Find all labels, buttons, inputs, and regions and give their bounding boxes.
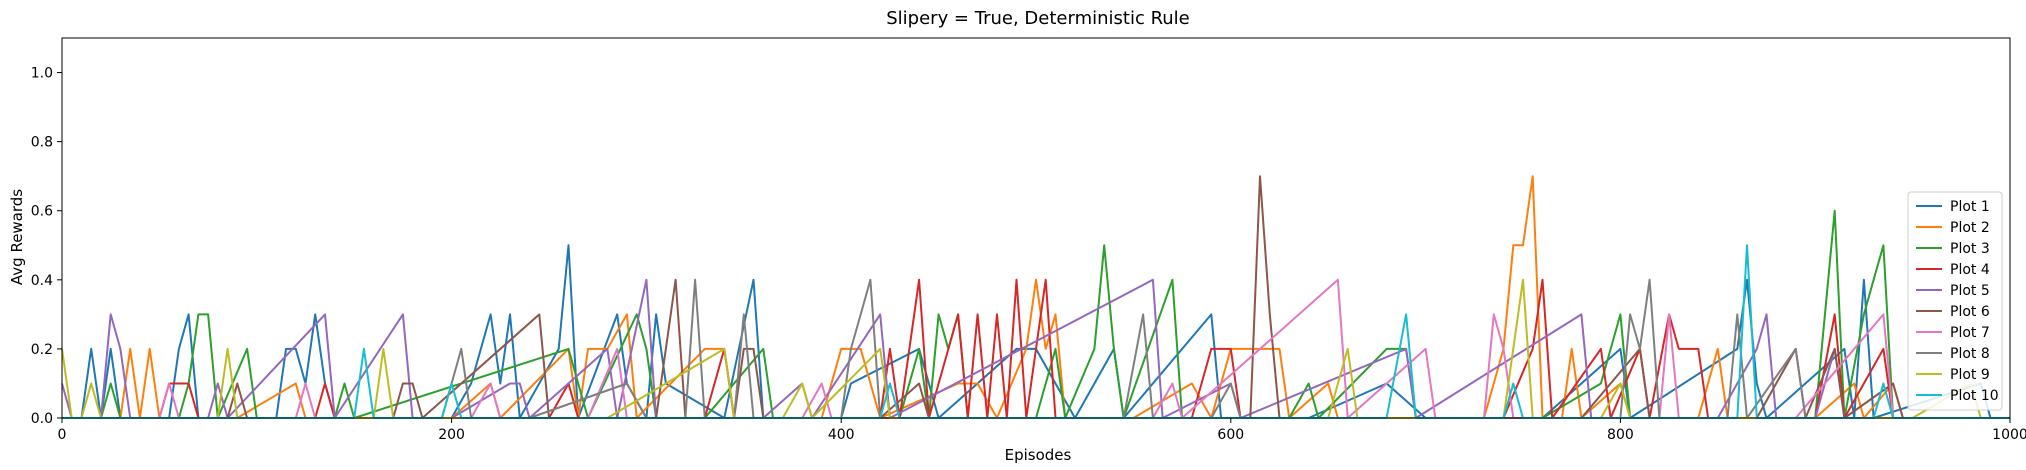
legend-label: Plot 1 (1950, 199, 1990, 215)
x-tick-label: 600 (1217, 427, 1244, 443)
x-tick-label: 200 (438, 427, 465, 443)
y-tick-label: 1.0 (31, 66, 53, 82)
legend-label: Plot 8 (1950, 346, 1990, 362)
y-tick-label: 0.8 (31, 135, 53, 151)
y-axis-label: Avg Rewards (8, 189, 26, 285)
x-tick-label: 800 (1607, 427, 1634, 443)
series-line-1 (62, 244, 2010, 419)
legend-label: Plot 4 (1950, 262, 1990, 278)
legend-label: Plot 7 (1950, 325, 1990, 341)
x-axis-ticks: 0 200 400 600 800 1000 (58, 418, 2026, 443)
legend-label: Plot 6 (1950, 304, 1990, 320)
x-axis-label: Episodes (1005, 446, 1072, 464)
legend-label: Plot 3 (1950, 241, 1990, 257)
legend-box (1907, 191, 2003, 411)
legend-label: Plot 10 (1950, 388, 1999, 404)
x-tick-label: 1000 (1992, 427, 2026, 443)
series-line-4 (62, 278, 2010, 419)
plot-area-frame (61, 37, 2011, 419)
y-tick-label: 0.6 (31, 204, 53, 220)
y-tick-label: 0.4 (31, 273, 53, 289)
y-tick-label: 0.2 (31, 342, 53, 358)
chart-title: Slipery = True, Deterministic Rule (886, 8, 1190, 29)
x-tick-label: 400 (828, 427, 855, 443)
y-axis-ticks: 0.0 0.2 0.4 0.6 0.8 1.0 (31, 66, 62, 427)
legend-label: Plot 5 (1950, 283, 1990, 299)
legend-label: Plot 2 (1950, 220, 1990, 236)
legend-label: Plot 9 (1950, 367, 1990, 383)
legend: Plot 1 Plot 2 Plot 3 Plot 4 Plot 5 Plot 6 Plot… (1907, 191, 2003, 411)
x-tick-label: 0 (58, 427, 67, 443)
y-tick-label: 0.0 (31, 411, 53, 427)
